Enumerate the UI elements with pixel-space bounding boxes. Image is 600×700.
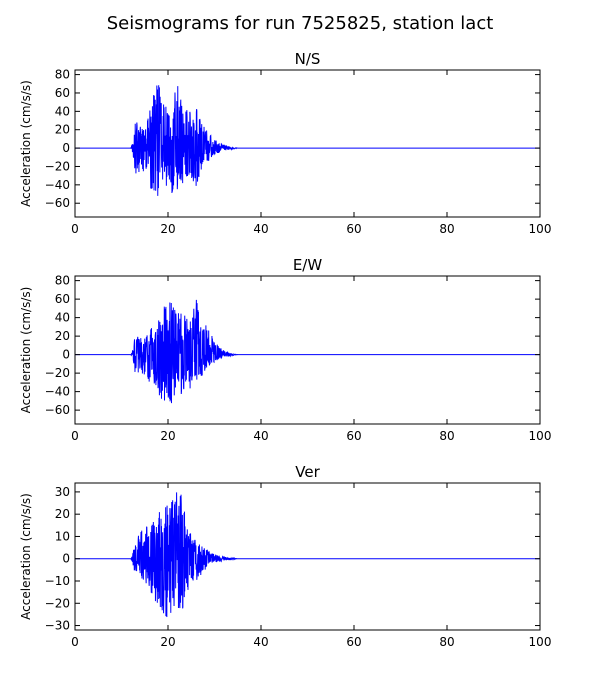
y-tick-label: 30	[55, 485, 70, 499]
x-tick-label: 100	[529, 222, 552, 236]
panel-title: N/S	[295, 50, 321, 68]
series-line	[75, 85, 540, 196]
x-tick-label: 0	[71, 429, 79, 443]
series-line	[75, 492, 540, 618]
y-tick-label: −10	[45, 574, 70, 588]
plot-frame	[74, 69, 541, 218]
y-tick-label: −40	[45, 178, 70, 192]
x-tick-label: 60	[346, 429, 361, 443]
y-tick-label: −20	[45, 596, 70, 610]
y-tick-label: 40	[55, 104, 70, 118]
y-tick-label: 0	[62, 348, 70, 362]
panel-title: Ver	[295, 463, 320, 481]
y-tick-label: −40	[45, 385, 70, 399]
y-tick-label: 40	[55, 311, 70, 325]
chart-n-s: 0 20 40 60 80 100 −60 −40 −20 0 20 40 60 80 N/S Acceler…	[19, 50, 551, 236]
y-tick-label: 20	[55, 123, 70, 137]
x-tick-label: 0	[71, 635, 79, 649]
y-tick-label: 10	[55, 529, 70, 543]
y-tick-label: −30	[45, 619, 70, 633]
x-tick-label: 80	[439, 222, 454, 236]
y-tick-label: 60	[55, 292, 70, 306]
x-tick-label: 20	[160, 222, 175, 236]
x-tick-label: 100	[529, 635, 552, 649]
y-tick-label: 0	[62, 141, 70, 155]
y-axis-label: Acceleration (cm/s/s)	[19, 493, 33, 620]
figure-title: Seismograms for run 7525825, station lac…	[107, 13, 494, 34]
panel-title: E/W	[293, 256, 323, 274]
x-tick-label: 80	[439, 635, 454, 649]
x-tick-label: 40	[253, 222, 268, 236]
plot-frame	[74, 482, 541, 631]
y-tick-label: 80	[55, 68, 70, 82]
x-tick-label: 100	[529, 429, 552, 443]
x-tick-label: 20	[160, 429, 175, 443]
chart-e-w: 0 20 40 60 80 100 −60 −40 −20 0 20 40 60 80 E/W Acceler…	[19, 256, 551, 443]
x-tick-label: 40	[253, 635, 268, 649]
series-line	[75, 299, 540, 404]
y-tick-label: −20	[45, 366, 70, 380]
y-tick-label: −60	[45, 196, 70, 210]
plot-frame	[74, 275, 541, 425]
y-tick-label: 20	[55, 329, 70, 343]
y-axis-label: Acceleration (cm/s/s)	[19, 287, 33, 414]
y-tick-label: 80	[55, 274, 70, 288]
chart-ver: 0 20 40 60 80 100 −30 −20 −10 0 10 20 30 Ver Accelerat…	[19, 463, 551, 649]
x-tick-label: 60	[346, 635, 361, 649]
y-tick-label: 0	[62, 552, 70, 566]
y-tick-label: 60	[55, 86, 70, 100]
x-tick-label: 20	[160, 635, 175, 649]
y-tick-label: 20	[55, 507, 70, 521]
x-tick-label: 40	[253, 429, 268, 443]
y-axis-label: Acceleration (cm/s/s)	[19, 80, 33, 207]
x-tick-label: 0	[71, 222, 79, 236]
x-tick-label: 80	[439, 429, 454, 443]
y-tick-label: −20	[45, 159, 70, 173]
y-tick-label: −60	[45, 403, 70, 417]
x-tick-label: 60	[346, 222, 361, 236]
